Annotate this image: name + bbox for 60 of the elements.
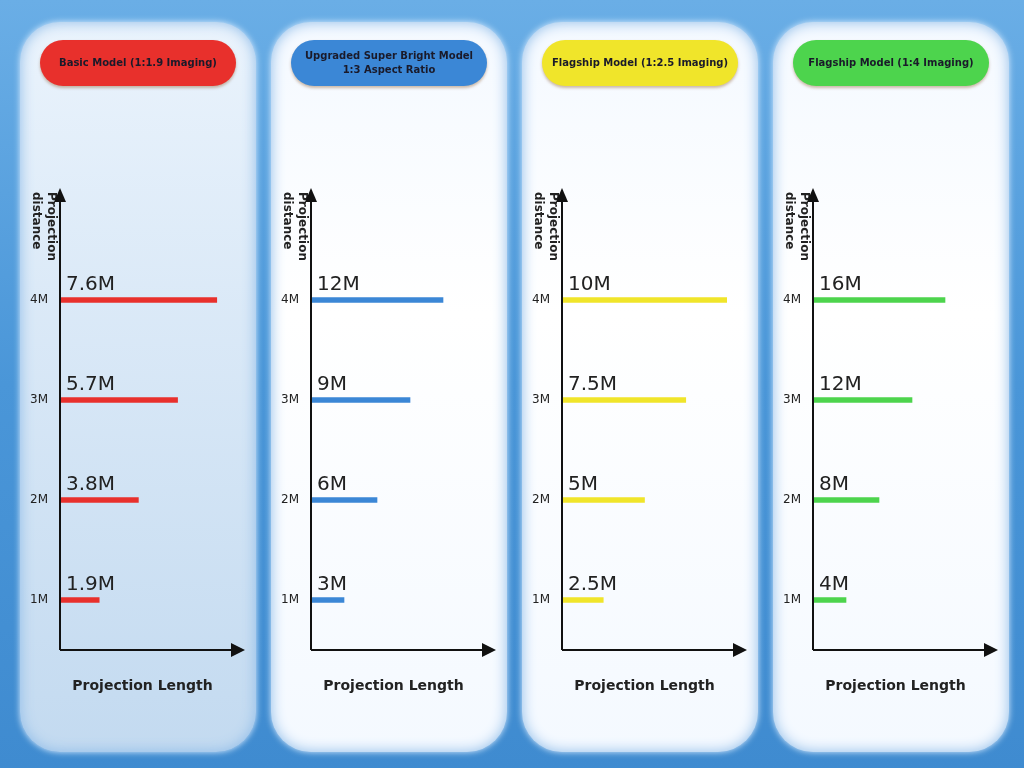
y-tick-label: 4M [30, 292, 48, 307]
bar [813, 397, 913, 403]
data-label: 12M [819, 371, 862, 396]
x-axis-title: Projection Length [323, 676, 464, 693]
bar [562, 597, 604, 603]
y-axis-title: Projection distance [531, 192, 561, 261]
bar [813, 297, 946, 303]
bar [813, 497, 880, 503]
y-axis-title: Projection distance [782, 192, 812, 261]
bar [311, 597, 345, 603]
bar [311, 497, 378, 503]
data-label: 12M [317, 271, 360, 296]
chart-title: Upgraded Super Bright Model 1:3 Aspect Ratio [291, 40, 487, 86]
chart-title: Basic Model (1:1.9 Imaging) [40, 40, 236, 86]
data-label: 4M [819, 571, 849, 596]
x-axis-title: Projection Length [825, 676, 966, 693]
y-tick-label: 4M [532, 292, 550, 307]
data-label: 1.9M [66, 571, 116, 596]
y-tick-label: 3M [30, 392, 48, 407]
data-label: 5M [568, 471, 598, 496]
x-axis-title: Projection Length [72, 676, 213, 693]
y-tick-label: 4M [281, 292, 299, 307]
data-label: 10M [568, 271, 611, 296]
bar [60, 497, 139, 503]
chart-title: Flagship Model (1:4 Imaging) [793, 40, 989, 86]
y-tick-label: 1M [281, 592, 299, 607]
y-tick-label: 2M [281, 492, 299, 507]
bar [311, 397, 411, 403]
data-label: 2.5M [568, 571, 618, 596]
y-tick-label: 2M [532, 492, 550, 507]
y-tick-label: 1M [30, 592, 48, 607]
data-label: 5.7M [66, 371, 116, 396]
bar [60, 597, 100, 603]
data-label: 7.6M [66, 271, 116, 296]
y-tick-label: 4M [783, 292, 801, 307]
y-axis-title: Projection distance [280, 192, 310, 261]
bar [60, 397, 178, 403]
y-axis-title: Projection distance [29, 192, 59, 261]
y-tick-label: 2M [783, 492, 801, 507]
bar [813, 597, 847, 603]
y-tick-label: 3M [783, 392, 801, 407]
y-tick-label: 2M [30, 492, 48, 507]
data-label: 3M [317, 571, 347, 596]
bar [562, 397, 687, 403]
data-label: 9M [317, 371, 347, 396]
y-tick-label: 3M [281, 392, 299, 407]
data-label: 8M [819, 471, 849, 496]
y-tick-label: 3M [532, 392, 550, 407]
x-axis-title: Projection Length [574, 676, 715, 693]
chart-title: Flagship Model (1:2.5 Imaging) [542, 40, 738, 86]
y-tick-label: 1M [783, 592, 801, 607]
bar [60, 297, 218, 303]
data-label: 16M [819, 271, 862, 296]
data-label: 7.5M [568, 371, 618, 396]
bar [562, 497, 645, 503]
y-tick-label: 1M [532, 592, 550, 607]
data-label: 6M [317, 471, 347, 496]
bar [562, 297, 727, 303]
data-label: 3.8M [66, 471, 116, 496]
bar [311, 297, 444, 303]
